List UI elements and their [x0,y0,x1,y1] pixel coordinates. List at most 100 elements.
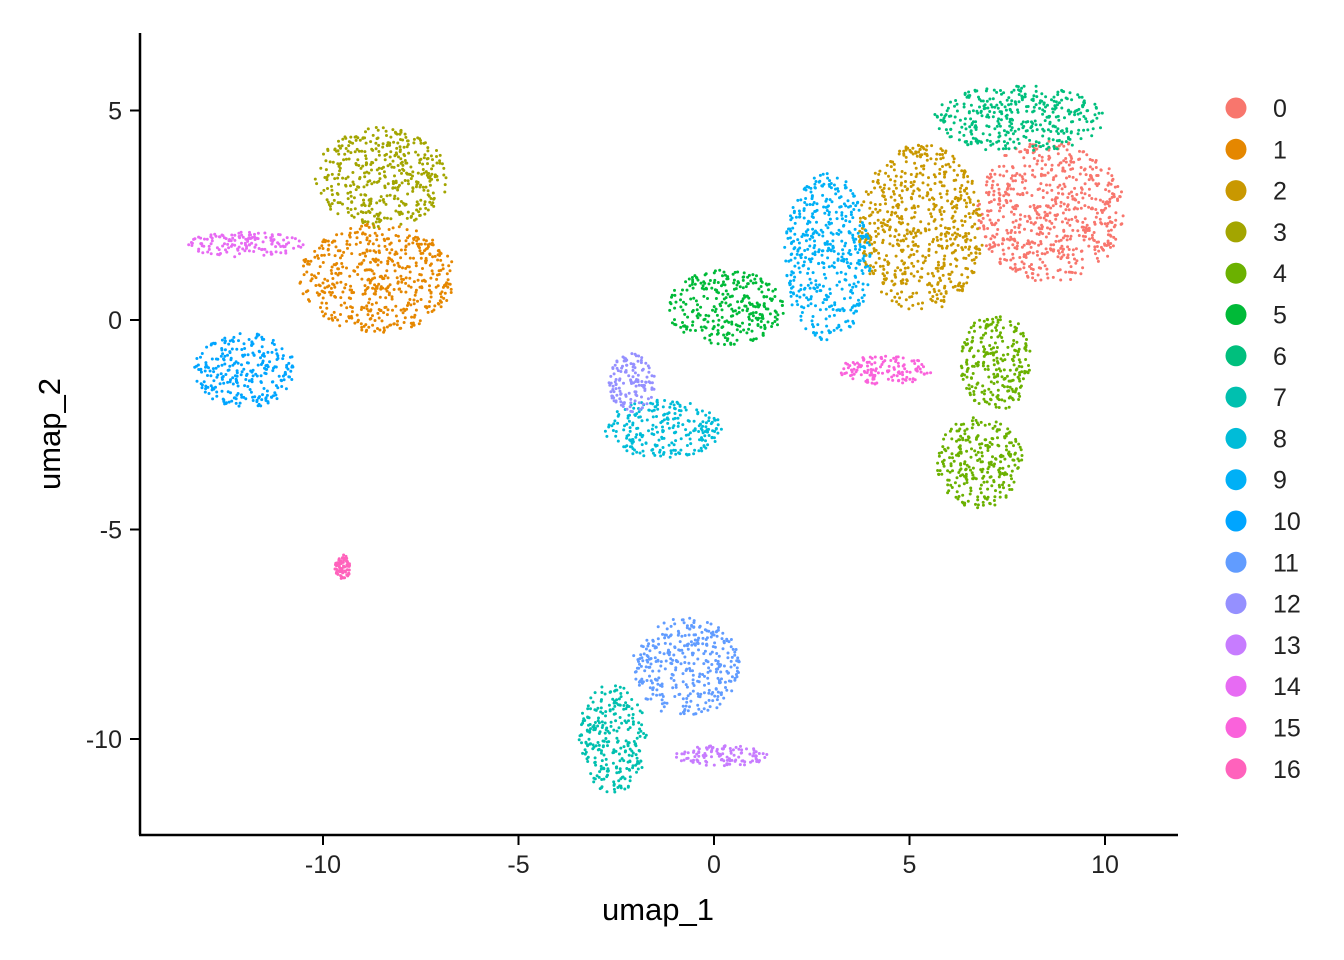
point [608,690,612,694]
point [1040,227,1044,231]
point [648,686,652,690]
point [1079,137,1083,141]
point [964,127,968,131]
point [318,292,322,296]
point [1015,84,1019,88]
point [988,441,992,444]
point [908,295,912,299]
point [231,340,235,343]
point [961,493,965,497]
point [693,427,697,431]
point [200,386,204,390]
point [1036,253,1039,257]
point [1000,336,1004,339]
point [833,303,837,307]
point [634,753,638,757]
point [250,380,254,384]
point [650,427,654,431]
point [938,469,942,473]
point [826,176,830,180]
point [917,150,921,154]
point [998,490,1002,494]
point [947,162,950,166]
point [223,348,227,352]
point [335,281,339,285]
point [653,405,657,409]
point [1087,187,1091,191]
point [626,760,630,764]
point [682,330,686,334]
point [967,90,971,94]
point [955,476,959,480]
point [240,363,243,367]
point [612,780,616,784]
point [1040,155,1044,159]
point [744,285,748,289]
point [1041,112,1045,116]
point [1003,436,1007,440]
point [274,393,278,397]
point [330,291,334,294]
point [377,244,381,248]
point [285,363,289,367]
point [416,153,420,157]
point [758,303,762,307]
point [363,292,367,295]
point [223,341,227,345]
point [656,625,660,629]
point [371,242,375,246]
point [321,281,325,285]
point [1077,128,1081,132]
point [949,483,953,487]
point [1002,91,1006,95]
point [358,227,362,231]
point [954,257,957,261]
point [333,177,337,181]
point [418,246,421,250]
point [250,377,254,381]
point [1045,142,1049,146]
point [801,232,805,236]
point [892,168,896,172]
point [1007,484,1011,487]
point [704,313,708,317]
point [964,438,968,442]
point [1010,237,1014,241]
point [412,137,416,141]
point [686,709,690,713]
point [970,258,974,262]
point [914,175,918,179]
point [929,212,933,216]
point [686,694,690,698]
point [972,355,975,359]
point [797,241,801,245]
point [990,437,994,440]
point [1012,355,1016,359]
point [339,146,342,150]
point [729,679,733,683]
point [1060,250,1064,254]
point [809,281,813,285]
point [403,316,407,320]
point [1091,127,1095,131]
point [231,382,235,386]
point [600,785,604,789]
point [736,324,740,328]
point [673,306,677,310]
point [969,251,973,255]
point [736,656,740,660]
point [964,214,967,218]
point [436,302,440,305]
point [264,396,268,400]
point [581,719,585,723]
point [809,260,813,264]
point [970,419,974,423]
point [235,369,239,373]
point [426,310,430,314]
point [1038,101,1042,105]
point [961,372,965,376]
point [617,752,621,756]
point [380,319,384,323]
point [963,117,967,121]
point [927,228,931,232]
